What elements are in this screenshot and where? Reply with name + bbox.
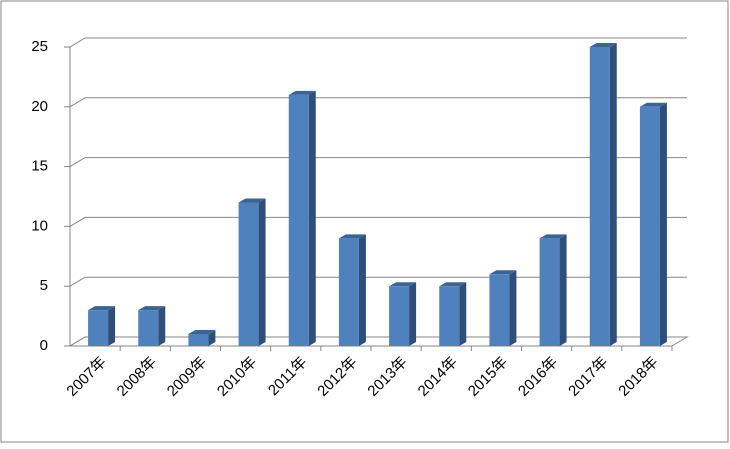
bar-front <box>138 310 159 346</box>
y-tick-label: 25 <box>31 38 48 55</box>
bar <box>389 282 417 346</box>
grid-line <box>69 216 687 227</box>
bar-side <box>258 198 266 346</box>
bar-side <box>358 234 366 346</box>
bar-side <box>409 282 417 346</box>
bar-front <box>489 274 510 346</box>
bar-top <box>389 282 417 287</box>
bar <box>288 90 316 346</box>
bar-top <box>539 234 567 239</box>
bar-top <box>589 43 617 47</box>
bar-side <box>509 270 517 346</box>
bar-front <box>238 202 259 346</box>
y-tick-label: 5 <box>40 277 48 294</box>
bar <box>138 306 166 346</box>
bar <box>589 43 617 346</box>
y-tick-label: 0 <box>40 337 48 354</box>
bar <box>439 282 467 346</box>
bar-front <box>389 286 410 346</box>
grid-line <box>69 276 687 287</box>
y-tick-label: 15 <box>31 158 48 175</box>
bar-side <box>308 90 316 346</box>
bar-front <box>88 310 109 346</box>
bar-side <box>108 306 116 346</box>
grid-line <box>69 157 687 168</box>
bar-top <box>489 270 517 275</box>
grid-line <box>69 336 687 347</box>
bar-front <box>188 334 209 346</box>
bar-top <box>288 90 316 95</box>
bar-side <box>208 330 216 346</box>
bar-side <box>158 306 166 346</box>
grid-line <box>69 97 687 108</box>
bar-top <box>188 330 216 335</box>
bar <box>338 234 366 346</box>
bar-top <box>88 306 116 311</box>
bar-front <box>288 94 309 346</box>
bar-top <box>338 234 366 239</box>
bar <box>639 102 667 346</box>
grid-line <box>69 37 687 48</box>
bar <box>88 306 116 346</box>
bar-front <box>639 106 660 346</box>
y-tick-label: 10 <box>31 217 48 234</box>
bar-top <box>138 306 166 311</box>
bar-side <box>659 102 667 346</box>
bar-side <box>459 282 467 346</box>
bar-side <box>609 43 617 346</box>
bar-top <box>639 102 667 107</box>
bar-side <box>559 234 567 346</box>
bar-top <box>439 282 467 287</box>
bar <box>489 270 517 346</box>
bar-front <box>439 286 460 346</box>
y-tick-label: 20 <box>31 98 48 115</box>
bar-front <box>338 238 359 346</box>
bar <box>539 234 567 346</box>
bar-top <box>238 198 266 203</box>
bar-front <box>539 238 560 346</box>
bar <box>188 330 216 346</box>
bar <box>238 198 266 346</box>
bar-front <box>589 47 610 346</box>
